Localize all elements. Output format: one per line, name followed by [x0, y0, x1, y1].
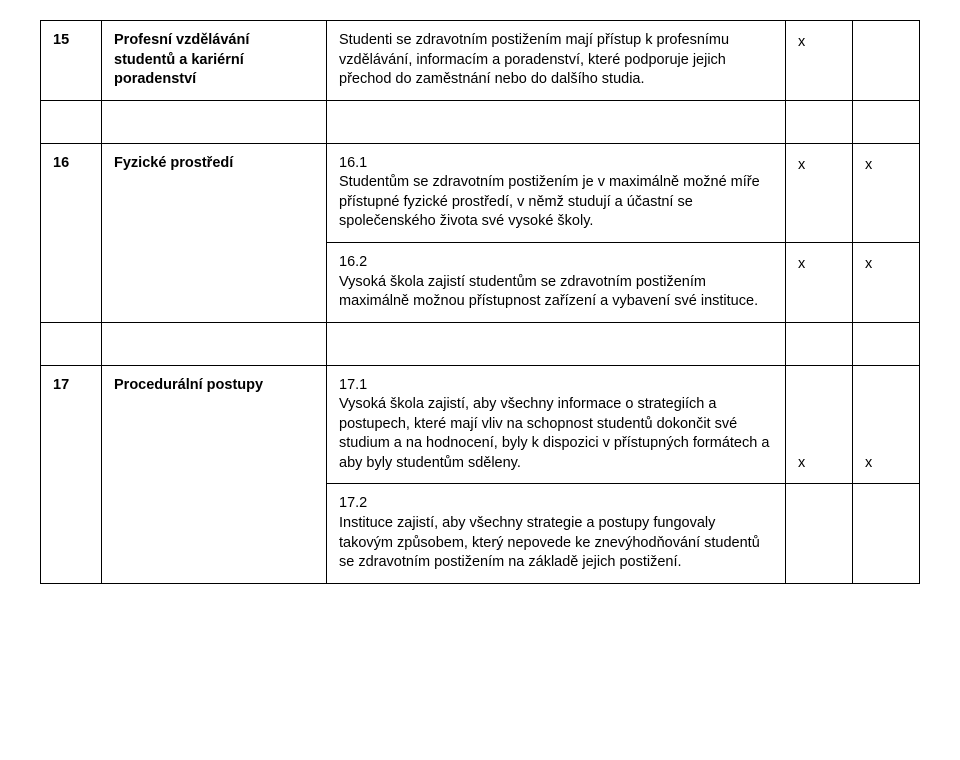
spacer-cell [786, 322, 853, 365]
sub-text: Vysoká škola zajistí studentům se zdravo… [339, 274, 758, 310]
row-number: 15 [41, 21, 102, 101]
row-description: 17.2 Instituce zajistí, aby všechny stra… [327, 484, 786, 583]
row-description: 16.1 Studentům se zdravotním postižením … [327, 143, 786, 242]
row-title: Profesní vzdělávání studentů a kariérní … [102, 21, 327, 101]
table-row: 16 Fyzické prostředí 16.1 Studentům se z… [41, 143, 920, 242]
row-description: 17.1 Vysoká škola zajistí, aby všechny i… [327, 365, 786, 484]
check-col-1: x [786, 143, 853, 242]
spacer-row [41, 100, 920, 143]
standards-table: 15 Profesní vzdělávání studentů a kariér… [40, 20, 920, 584]
x-mark: x [798, 154, 840, 176]
spacer-cell [853, 322, 920, 365]
sub-number: 16.2 [339, 253, 773, 273]
row-title: Fyzické prostředí [102, 143, 327, 322]
x-mark: x [798, 253, 840, 275]
spacer-cell [327, 322, 786, 365]
row-number: 16 [41, 143, 102, 322]
spacer-cell [102, 100, 327, 143]
sub-text: Vysoká škola zajistí, aby všechny inform… [339, 396, 769, 471]
page: 15 Profesní vzdělávání studentů a kariér… [0, 0, 960, 624]
table-row: 15 Profesní vzdělávání studentů a kariér… [41, 21, 920, 101]
x-mark: x [865, 154, 907, 176]
x-mark: x [798, 31, 840, 53]
spacer-cell [327, 100, 786, 143]
spacer-cell [102, 322, 327, 365]
sub-number: 16.1 [339, 154, 773, 174]
check-col-2: x [853, 143, 920, 242]
spacer-row [41, 322, 920, 365]
x-mark: x [865, 253, 907, 275]
sub-number: 17.1 [339, 376, 773, 396]
x-mark: x [798, 452, 840, 474]
row-number: 17 [41, 365, 102, 583]
row-description: Studenti se zdravotním postižením mají p… [327, 21, 786, 101]
check-col-2: x [853, 365, 920, 484]
check-col-1 [786, 484, 853, 583]
check-col-2: x [853, 242, 920, 322]
row-description: 16.2 Vysoká škola zajistí studentům se z… [327, 242, 786, 322]
spacer-cell [41, 322, 102, 365]
check-col-1: x [786, 365, 853, 484]
x-mark [798, 494, 840, 496]
check-col-2 [853, 484, 920, 583]
x-mark [865, 31, 907, 33]
check-col-2 [853, 21, 920, 101]
table-row: 17 Procedurální postupy 17.1 Vysoká škol… [41, 365, 920, 484]
check-col-1: x [786, 21, 853, 101]
x-mark [865, 494, 907, 496]
x-mark: x [865, 452, 907, 474]
spacer-cell [853, 100, 920, 143]
row-title: Procedurální postupy [102, 365, 327, 583]
spacer-cell [41, 100, 102, 143]
sub-text: Instituce zajistí, aby všechny strategie… [339, 515, 760, 570]
check-col-1: x [786, 242, 853, 322]
spacer-cell [786, 100, 853, 143]
sub-text: Studentům se zdravotním postižením je v … [339, 174, 760, 229]
sub-number: 17.2 [339, 494, 773, 514]
